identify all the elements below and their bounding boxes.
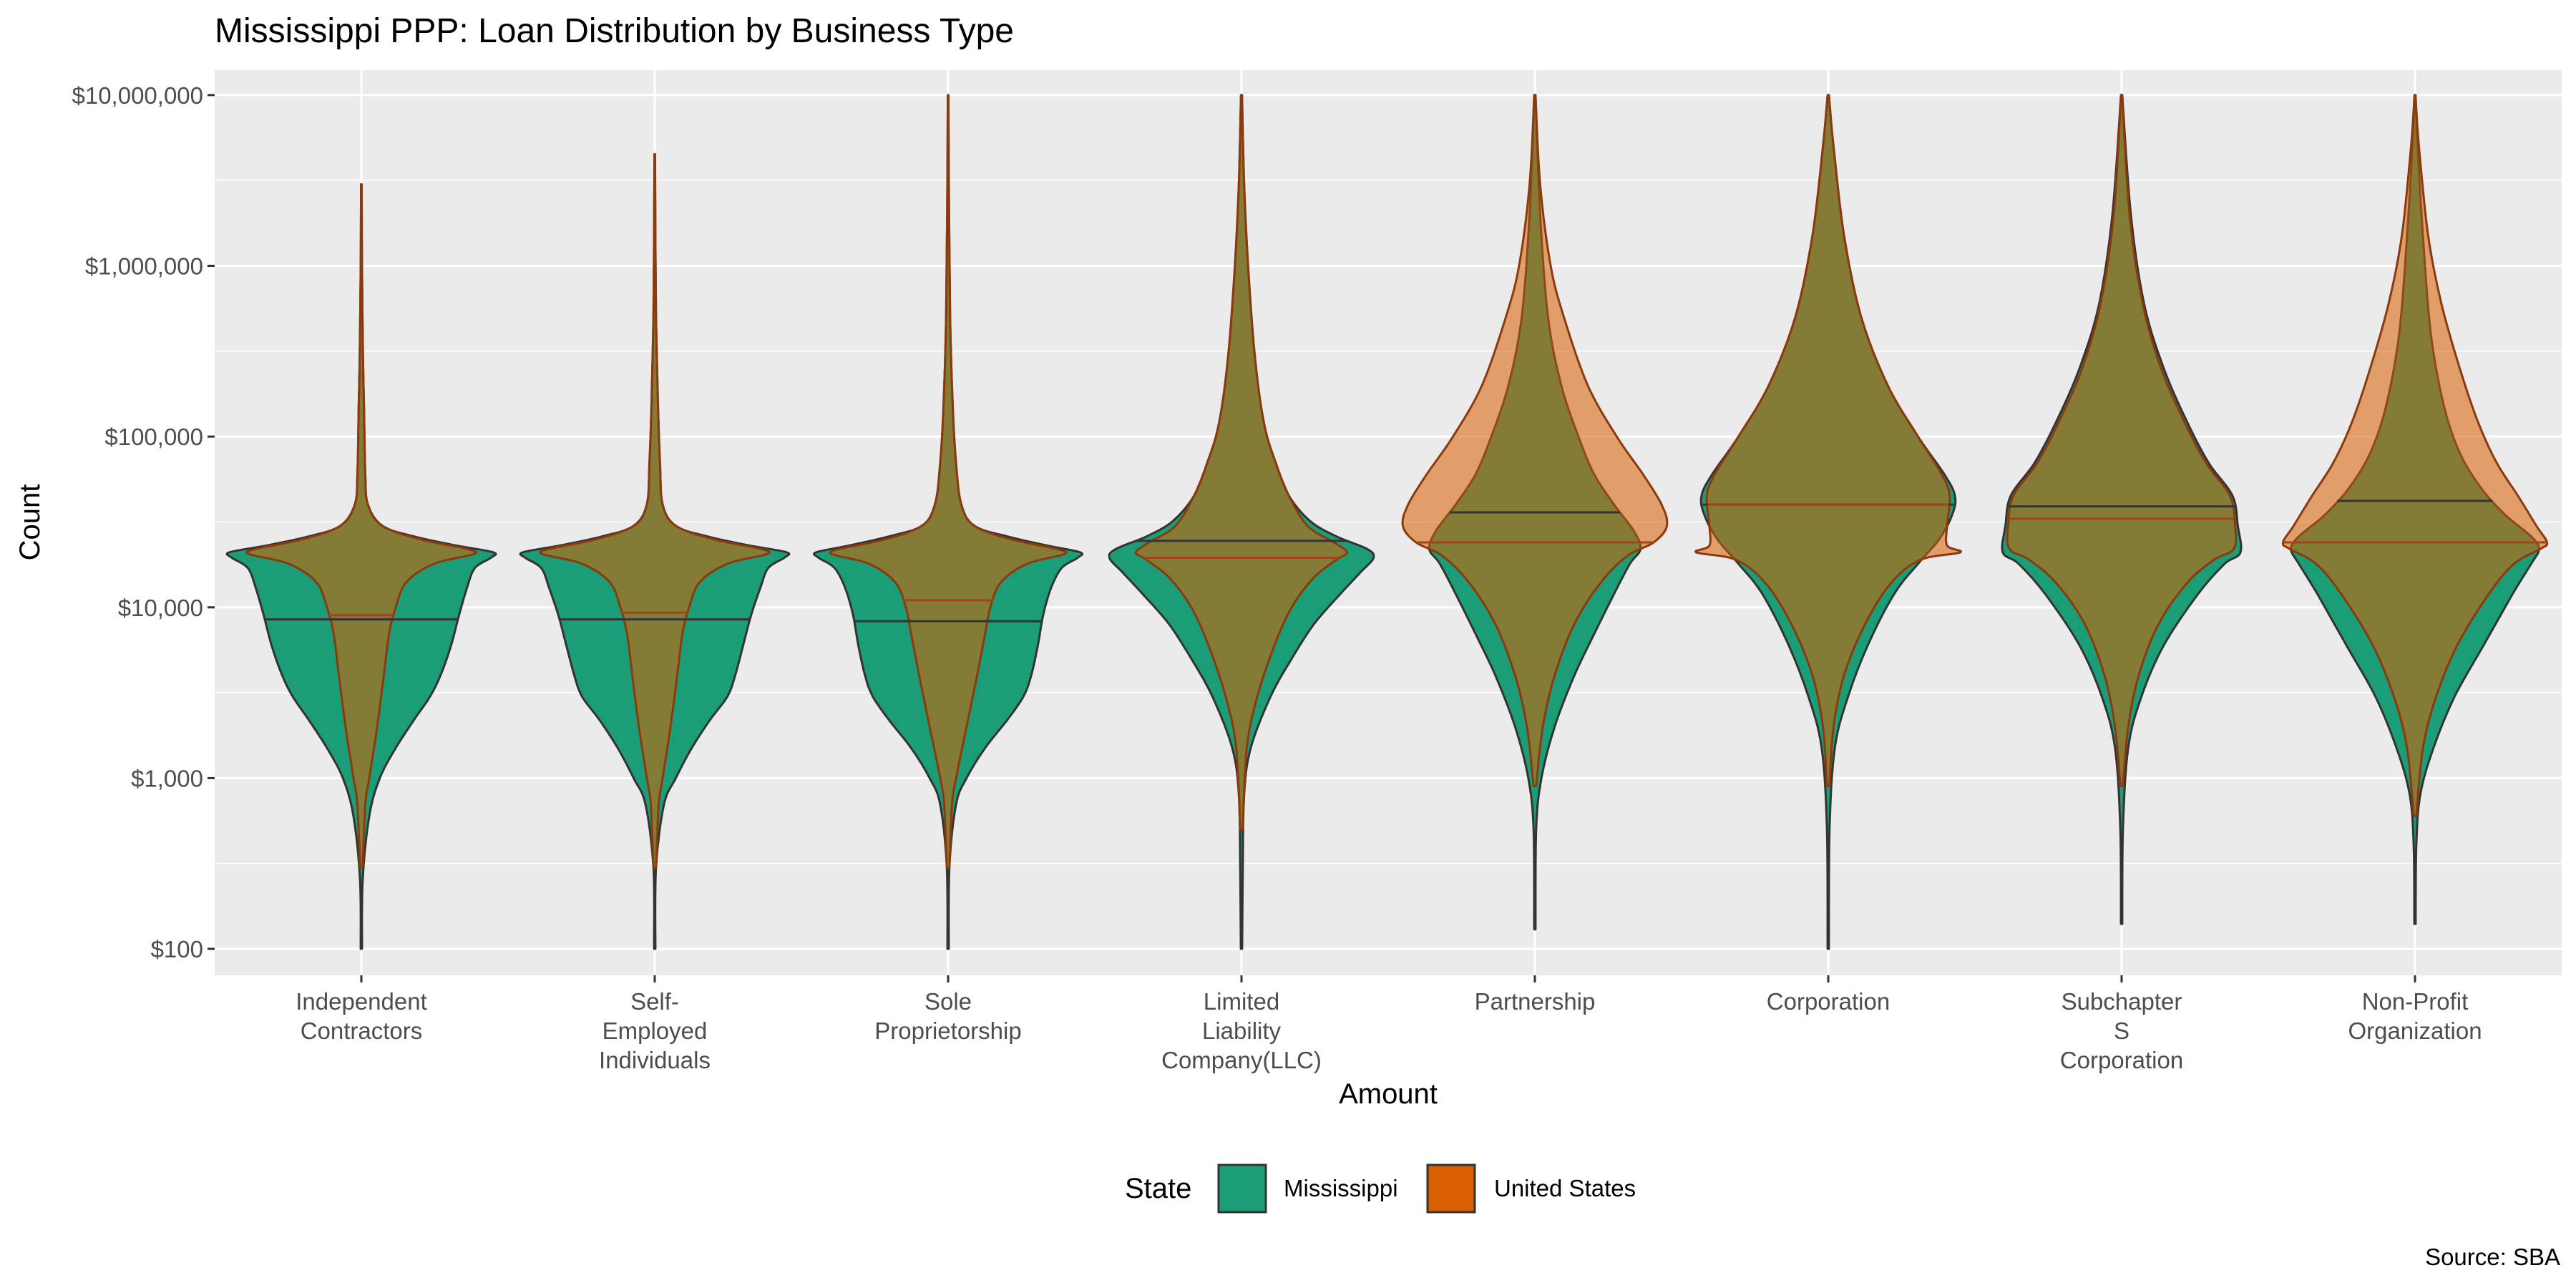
x-tick-label: Non-Profit Organization	[2348, 988, 2482, 1044]
y-tick-label: $1,000	[131, 765, 203, 791]
y-axis-ticks: $100 $1,000 $10,000 $100,000 $1,000,000 $10,0…	[72, 82, 215, 962]
legend: State Mississippi United States	[1125, 1163, 1636, 1214]
x-tick-label: Limited Liability Company(LLC)	[1161, 988, 1322, 1073]
x-tick-label: Subchapter S Corporation	[2060, 988, 2183, 1073]
violin-united-states	[2281, 94, 2549, 817]
legend-label-mississippi: Mississippi	[1284, 1175, 1398, 1201]
x-tick-label: Self-Employed Individuals	[599, 988, 711, 1073]
legend-key-united-states	[1426, 1163, 1476, 1214]
violin-united-states	[2006, 94, 2238, 787]
y-tick-label: $100,000	[104, 424, 203, 450]
violin-united-states	[1401, 94, 1669, 787]
x-tick-label: Partnership	[1475, 988, 1596, 1015]
violin-united-states	[538, 153, 771, 869]
violin-united-states	[245, 183, 478, 869]
caption: Source: SBA	[2425, 1244, 2560, 1270]
y-tick-label: $10,000	[118, 595, 203, 621]
x-axis-ticks: Independent Contractors Self-Employed Indiv…	[296, 975, 2482, 1073]
x-tick-label: Corporation	[1767, 988, 1890, 1015]
legend-title: State	[1125, 1173, 1191, 1204]
median-lines	[265, 499, 2547, 623]
legend-key-mississippi	[1217, 1163, 1267, 1214]
x-tick-label: Independent Contractors	[296, 988, 427, 1044]
y-tick-label: $10,000,000	[72, 82, 203, 109]
y-tick-label: $1,000,000	[85, 253, 203, 280]
violin-united-states	[1694, 94, 1963, 787]
chart-title: Mississippi PPP: Loan Distribution by Bu…	[215, 12, 1014, 50]
x-axis-title: Amount	[1339, 1078, 1438, 1110]
x-tick-label: Sole Proprietorship	[874, 988, 1021, 1044]
legend-label-united-states: United States	[1494, 1175, 1636, 1201]
violin-united-states	[829, 94, 1068, 869]
y-axis-title: Count	[14, 484, 46, 561]
violin-united-states	[1134, 94, 1349, 831]
y-tick-label: $100	[151, 936, 203, 962]
